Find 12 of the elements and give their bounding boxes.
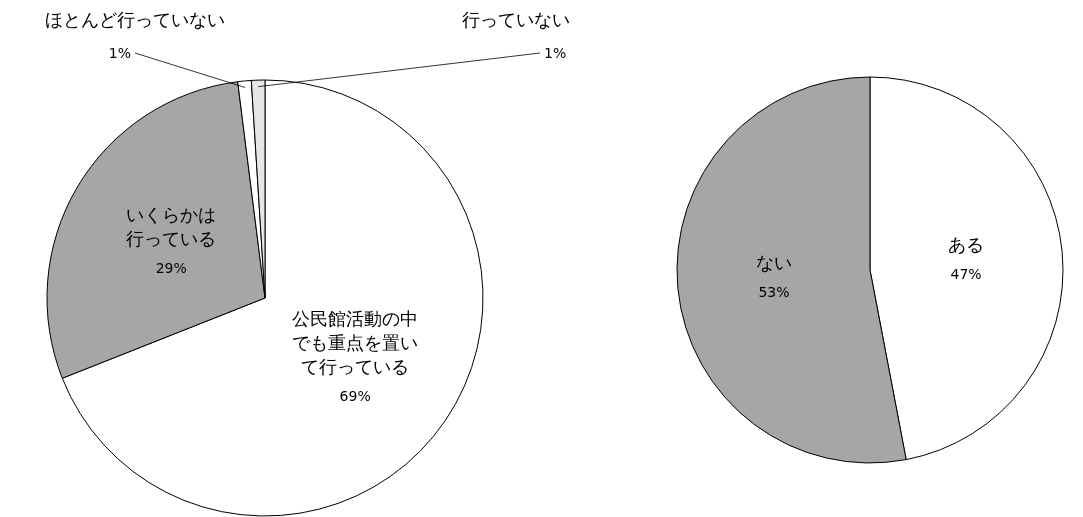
slice-label: いくらかは行っている: [126, 203, 217, 249]
slice-label: 行っていない: [462, 9, 570, 30]
data-label: 69%: [339, 388, 371, 405]
data-label: 53%: [758, 284, 790, 301]
data-label: 47%: [950, 265, 982, 282]
slice-label: ない: [755, 252, 792, 274]
data-label: 29%: [155, 259, 187, 276]
data-label: 1%: [544, 45, 567, 61]
data-label: 1%: [108, 45, 131, 61]
slice-label: ほとんど行っていない: [45, 9, 225, 30]
slice-label: 公民館活動の中でも重点を置いて行っている: [292, 308, 419, 378]
slice-label: ある: [948, 233, 985, 255]
